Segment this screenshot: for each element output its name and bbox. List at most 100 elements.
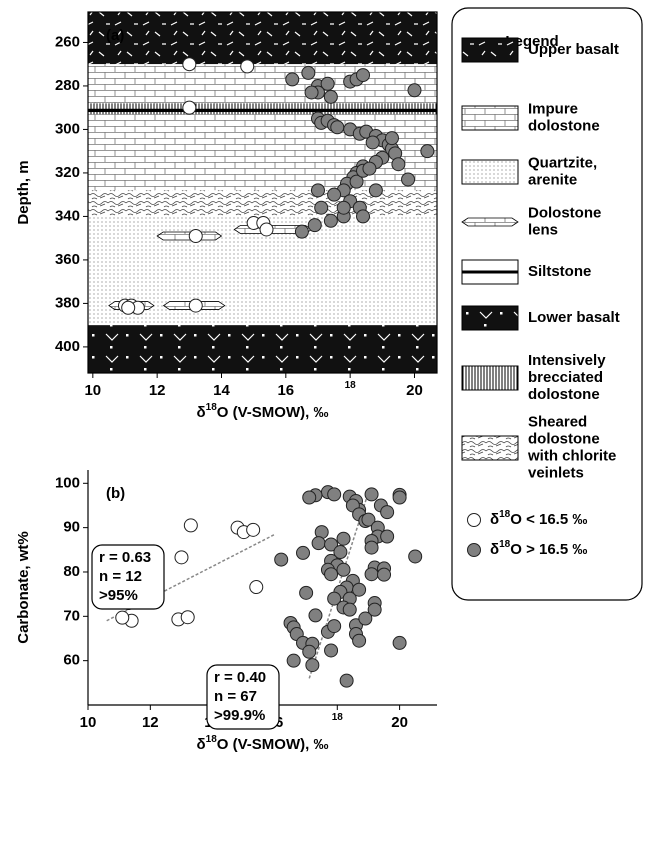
legend-label: with chlorite — [527, 447, 616, 464]
data-point — [380, 529, 395, 544]
y-axis-label: Depth, m — [15, 160, 32, 224]
data-point — [333, 545, 348, 560]
x-axis-label: δ18O (V-SMOW), ‰ — [197, 402, 329, 421]
data-point — [115, 610, 130, 625]
data-point — [342, 602, 357, 617]
data-point — [392, 490, 407, 505]
legend-label: Upper basalt — [528, 41, 619, 58]
legend-title: Legend — [505, 33, 558, 50]
y-tick-label: 100 — [55, 474, 80, 491]
x-tick-label: 12 — [149, 382, 166, 399]
x-tick-label: 10 — [84, 382, 101, 399]
data-point — [358, 611, 373, 626]
data-point — [188, 228, 203, 243]
lithology-layer — [88, 108, 437, 113]
data-point — [310, 183, 325, 198]
legend-swatch — [461, 37, 519, 63]
data-point — [249, 580, 264, 595]
data-point — [296, 545, 311, 560]
y-tick-label: 60 — [63, 652, 80, 669]
y-axis-label: Carbonate, wt% — [15, 531, 32, 644]
data-point — [336, 200, 351, 215]
annotation-text: r = 0.63 — [99, 549, 151, 566]
data-point — [188, 298, 203, 313]
legend-label: Intensively — [528, 352, 606, 369]
x-tick-label: 16 — [277, 382, 294, 399]
legend-swatch — [461, 217, 519, 227]
data-point — [323, 89, 338, 104]
legend-swatch — [461, 305, 519, 331]
legend-label: lens — [528, 221, 558, 238]
y-tick-label: 280 — [55, 77, 80, 94]
legend-marker — [467, 513, 481, 527]
legend-label: δ18O > 16.5 ‰ — [490, 539, 587, 558]
data-point — [182, 57, 197, 72]
annotation-text: r = 0.40 — [214, 669, 266, 686]
data-point — [368, 183, 383, 198]
data-point — [362, 161, 377, 176]
x-tick-label: 20 — [391, 714, 408, 731]
data-point — [420, 144, 435, 159]
legend-swatch — [461, 105, 519, 131]
x-tick-label: 14 — [213, 382, 230, 399]
data-point — [183, 518, 198, 533]
data-point — [401, 172, 416, 187]
data-point — [407, 83, 422, 98]
data-point — [301, 65, 316, 80]
data-point — [246, 522, 261, 537]
annotation-box — [91, 544, 165, 610]
data-point — [364, 567, 379, 582]
panel-label: (a) — [106, 27, 124, 44]
data-point — [327, 187, 342, 202]
lithology-layer — [88, 64, 437, 191]
data-point — [352, 633, 367, 648]
y-tick-label: 380 — [55, 294, 80, 311]
data-point — [274, 552, 289, 567]
y-tick-label: 90 — [63, 519, 80, 536]
data-point — [307, 218, 322, 233]
data-point — [314, 200, 329, 215]
y-tick-label: 80 — [63, 563, 80, 580]
data-point — [352, 582, 367, 597]
legend-marker — [467, 543, 481, 557]
data-point — [180, 610, 195, 625]
data-point — [324, 567, 339, 582]
data-point — [174, 550, 189, 565]
data-point — [380, 505, 395, 520]
annotation-text: >99.9% — [214, 707, 265, 724]
data-point — [365, 135, 380, 150]
data-point — [240, 59, 255, 74]
legend-label: Dolostone — [528, 204, 601, 221]
lithology-layer — [88, 12, 437, 65]
lithology-layer — [88, 190, 437, 217]
data-point — [182, 100, 197, 115]
data-point — [327, 591, 342, 606]
data-point — [392, 635, 407, 650]
x-tick-label: 18 — [332, 712, 344, 723]
legend-label: Siltstone — [528, 263, 591, 280]
legend-label: dolostone — [528, 117, 600, 134]
legend-label: δ18O < 16.5 ‰ — [490, 509, 587, 528]
data-point — [367, 602, 382, 617]
plot-frame — [87, 11, 438, 374]
x-tick-label: 10 — [80, 714, 97, 731]
legend-label: Quartzite, — [528, 154, 597, 171]
data-point — [356, 209, 371, 224]
legend-label: Sheared — [528, 413, 587, 430]
data-point — [311, 536, 326, 551]
data-point — [285, 72, 300, 87]
data-point — [349, 174, 364, 189]
data-point — [336, 562, 351, 577]
data-point — [302, 490, 317, 505]
data-point — [324, 537, 339, 552]
legend-swatch — [461, 159, 519, 185]
legend-label: veinlets — [528, 464, 584, 481]
data-point — [121, 300, 136, 315]
y-tick-label: 320 — [55, 164, 80, 181]
panel-label: (b) — [106, 485, 125, 502]
annotation-text: n = 67 — [214, 688, 257, 705]
data-point — [339, 673, 354, 688]
data-point — [327, 619, 342, 634]
data-point — [320, 76, 335, 91]
